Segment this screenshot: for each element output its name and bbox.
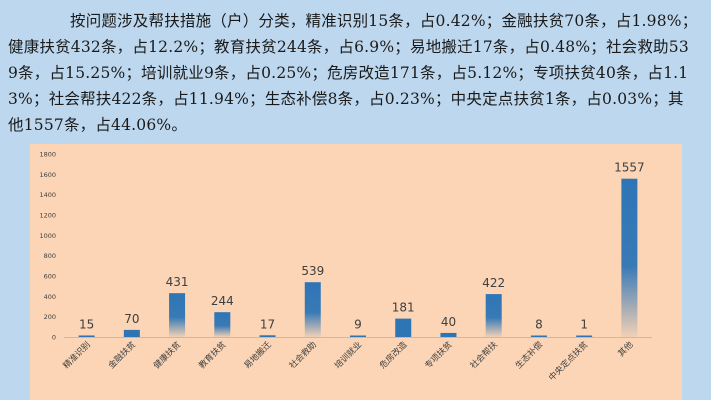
data-label: 422 (482, 276, 505, 290)
data-label: 244 (211, 294, 234, 308)
bar (530, 335, 547, 337)
bar-chart: 0 200 400 600 800 1000 1200 1400 1600 1800 15 精准识别 7… (39, 151, 652, 383)
y-tick-label: 1800 (39, 151, 56, 159)
x-tick-label: 易地搬迁 (242, 339, 274, 371)
y-tick-label: 1400 (39, 191, 56, 199)
bar (440, 332, 457, 337)
data-label: 431 (166, 275, 189, 289)
data-label: 8 (535, 318, 543, 332)
data-label: 40 (441, 315, 456, 329)
data-label: 15 (79, 317, 94, 331)
y-tick-label: 600 (44, 273, 56, 281)
y-tick-label: 1000 (39, 232, 56, 240)
x-tick-label: 精准识别 (61, 339, 93, 371)
data-label: 1 (580, 318, 588, 332)
y-tick-label: 0 (52, 334, 56, 342)
description-paragraph: 按问题涉及帮扶措施（户）分类，精准识别15条，占0.42%；金融扶贫70条，占1… (8, 12, 698, 134)
data-label: 70 (124, 312, 139, 326)
y-tick-label: 800 (44, 252, 56, 260)
bar (350, 335, 366, 337)
data-label: 539 (301, 264, 324, 278)
bar (214, 312, 231, 337)
bar (576, 335, 593, 337)
data-label: 17 (260, 317, 275, 331)
bar (169, 293, 186, 337)
x-tick-label: 其他 (616, 339, 636, 359)
bar (621, 178, 638, 337)
data-label: 9 (354, 318, 362, 332)
bar (78, 335, 95, 337)
x-tick-label: 社会帮扶 (468, 339, 500, 371)
y-tick-label: 400 (44, 293, 56, 301)
bar (485, 294, 502, 337)
bar (123, 329, 140, 337)
x-tick-label: 生态补偿 (513, 339, 545, 371)
x-tick-label: 社会救助 (287, 339, 319, 371)
y-tick-label: 1200 (39, 212, 56, 220)
x-tick-label: 教育扶贫 (197, 339, 229, 371)
bar (304, 282, 321, 337)
x-tick-label: 培训就业 (332, 339, 364, 371)
y-tick-label: 200 (44, 313, 56, 321)
bar (395, 318, 412, 337)
data-label: 1557 (614, 161, 645, 175)
y-tick-label: 1600 (39, 171, 56, 179)
x-tick-label: 金融扶贫 (106, 339, 138, 371)
x-tick-label: 中央定点扶贫 (546, 339, 590, 383)
x-tick-label: 专项扶贫 (423, 339, 455, 371)
chart-panel: 0 200 400 600 800 1000 1200 1400 1600 1800 15 精准识别 7… (30, 144, 682, 400)
data-label: 181 (392, 301, 415, 315)
x-tick-label: 健康扶贫 (151, 339, 183, 371)
bar (259, 335, 276, 337)
x-tick-label: 危房改造 (378, 339, 410, 371)
